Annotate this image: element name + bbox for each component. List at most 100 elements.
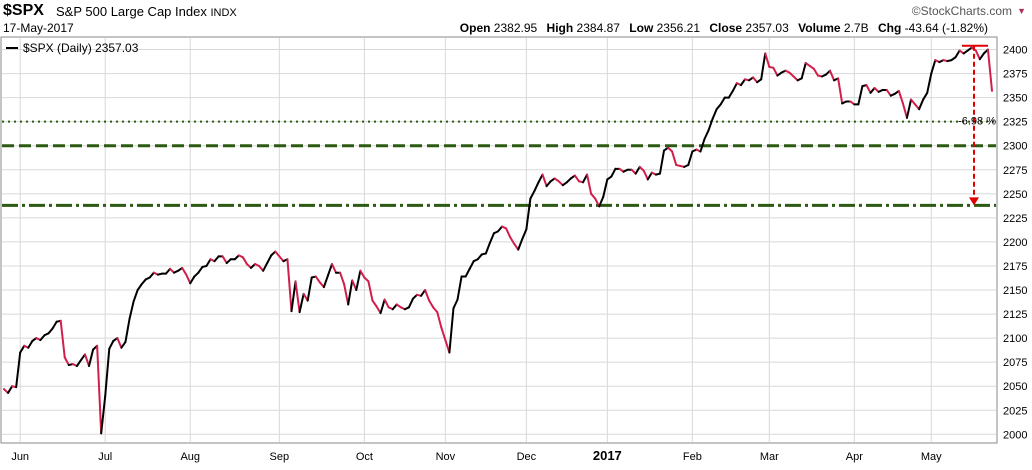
price-segment <box>456 275 463 301</box>
brand-logo-text[interactable]: ©StockCharts.com <box>911 4 1012 18</box>
price-segment <box>525 197 532 231</box>
price-segment <box>59 319 66 359</box>
x-tick-label: Mar <box>760 451 779 463</box>
price-segment <box>343 283 350 306</box>
y-tick-label: 2050 <box>1003 381 1027 393</box>
price-segment <box>772 66 779 77</box>
x-axis: Jun Jul Aug Sep Oct Nov Dec 2017 Feb Mar Apr May <box>11 448 942 463</box>
y-tick-label: 2375 <box>1003 69 1027 81</box>
price-segment <box>760 52 767 81</box>
x-tick-label: Jun <box>11 451 29 463</box>
price-segment <box>189 275 196 285</box>
price-segment <box>104 347 111 397</box>
price-segment <box>865 84 872 94</box>
price-segment <box>545 180 552 188</box>
price-segment <box>294 280 301 314</box>
price-segment <box>124 317 131 343</box>
price-segment <box>221 255 228 265</box>
quote-close: Close 2357.03 <box>709 21 789 35</box>
price-segment <box>610 167 617 178</box>
price-segment <box>509 236 516 245</box>
price-segment <box>7 385 14 394</box>
price-segment <box>634 165 641 175</box>
price-segment <box>241 256 248 266</box>
price-segment <box>181 266 188 276</box>
x-tick-label: Oct <box>356 451 373 463</box>
y-tick-label: 2300 <box>1003 141 1027 153</box>
price-segment <box>529 189 536 200</box>
y-tick-label: 2150 <box>1003 285 1027 297</box>
x-tick-label: Jul <box>98 451 112 463</box>
price-segment <box>322 274 329 289</box>
price-segment <box>829 69 836 82</box>
price-segment <box>978 52 985 61</box>
price-segment <box>671 150 678 166</box>
price-segment <box>47 327 54 335</box>
price-segment <box>197 265 204 274</box>
price-segment <box>51 320 58 330</box>
x-tick-label: Feb <box>683 451 702 463</box>
y-tick-label: 2100 <box>1003 333 1027 345</box>
y-tick-label: 2200 <box>1003 237 1027 249</box>
legend-label: $SPX (Daily) 2357.03 <box>23 41 139 55</box>
x-tick-label: May <box>921 451 942 463</box>
price-segment <box>185 273 192 285</box>
price-segment <box>707 117 714 132</box>
price-segment <box>140 278 147 286</box>
x-tick-label: Sep <box>270 451 290 463</box>
y-tick-label: 2225 <box>1003 213 1027 225</box>
y-tick-label: 2125 <box>1003 309 1027 321</box>
price-segment <box>205 258 212 267</box>
price-segment <box>326 263 333 277</box>
price-segment <box>517 238 524 251</box>
price-segment <box>837 77 844 105</box>
quote-volume: Volume 2.7B <box>798 21 869 35</box>
price-segment <box>910 98 917 106</box>
grid-lines <box>2 38 996 442</box>
price-segment <box>764 52 771 68</box>
price-segment <box>533 181 540 192</box>
annotation-label: -6.98 % <box>958 116 996 128</box>
quote-change: Chg -43.64 (-1.82%) <box>877 21 988 35</box>
price-segment <box>339 271 346 286</box>
price-segment <box>541 173 548 188</box>
price-segment <box>391 303 398 311</box>
price-segment <box>428 299 435 309</box>
price-segment <box>359 269 366 279</box>
price-segment <box>355 269 362 292</box>
price-segment <box>687 150 694 166</box>
price-segment <box>464 267 471 278</box>
price-segment <box>116 337 123 349</box>
price-segment <box>986 48 993 92</box>
price-segment <box>27 340 34 349</box>
price-segment <box>278 255 285 263</box>
price-segment <box>132 289 139 303</box>
index-full-name: S&P 500 Large Cap Index <box>56 4 207 19</box>
price-segment <box>88 348 95 368</box>
y-axis: 2000 2025 2050 2075 2100 2125 2150 2175 2200 2225… <box>1003 45 1027 442</box>
chart-header: $SPX S&P 500 Large Cap Index INDX 17-May… <box>0 0 1032 36</box>
y-tick-label: 2400 <box>1003 45 1027 57</box>
price-segment <box>646 171 653 181</box>
quote-low: Low 2356.21 <box>629 21 701 35</box>
price-segment <box>901 102 908 119</box>
exchange-code: INDX <box>210 7 237 19</box>
quote-summary: Open 2382.95 High 2384.87 Low 2356.21 Cl… <box>460 21 994 35</box>
price-segment <box>266 254 273 265</box>
quote-high: High 2384.87 <box>546 21 620 35</box>
price-segment <box>573 174 580 183</box>
price-segment <box>448 307 455 354</box>
price-segment <box>586 173 593 195</box>
x-tick-label: Aug <box>180 451 200 463</box>
price-segment <box>120 340 127 349</box>
y-tick-label: 2000 <box>1003 429 1027 441</box>
price-segment <box>39 334 46 342</box>
price-segment <box>922 91 929 101</box>
annotation-arrow <box>969 197 979 206</box>
price-segment <box>407 297 414 309</box>
dropdown-triangle-icon[interactable]: ▼ <box>1017 6 1026 16</box>
price-segment <box>594 197 601 208</box>
y-tick-label: 2350 <box>1003 93 1027 105</box>
price-segment <box>954 49 961 59</box>
price-segment <box>452 298 459 310</box>
